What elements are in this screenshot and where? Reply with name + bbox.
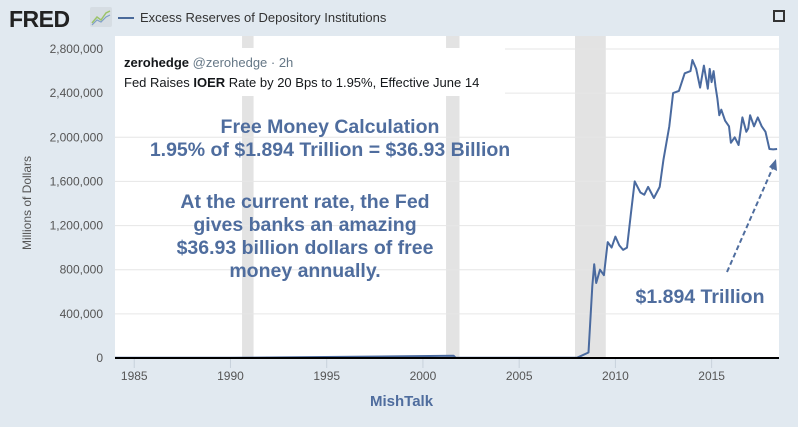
calc-annotation: Free Money Calculation 1.95% of $1.894 T… [120,116,540,162]
tweet-author[interactable]: zerohedge [124,55,190,70]
x-tick-label: 2010 [602,369,629,383]
y-tick-label: 800,000 [60,263,104,277]
series-line [115,59,778,359]
x-tick-label: 2000 [410,369,437,383]
tweet-header: zerohedge @zerohedge · 2h [124,55,293,70]
fred-logo[interactable]: FRED [9,6,70,32]
annotation-arrow-line [726,164,775,273]
tweet-overlay: zerohedge @zerohedge · 2h Fed Raises IOE… [115,48,505,96]
y-tick-label: 400,000 [60,307,104,321]
x-tick-label: 2005 [506,369,533,383]
x-tick-label: 2015 [698,369,725,383]
y-tick-label: 1,600,000 [50,174,104,188]
x-axis-ticks: 1985 1990 1995 2000 2005 2010 2015 [121,358,725,383]
recession-band [242,36,254,358]
series-title: Excess Reserves of Depository Institutio… [140,10,387,25]
y-tick-label: 2,400,000 [50,86,104,100]
credit-label: MishTalk [370,393,434,410]
tweet-body-bold: IOER [193,75,226,90]
chart-header: FRED Excess Reserves of Depository Insti… [0,0,798,36]
explain-line: $36.93 billion dollars of free [176,237,434,259]
explain-line: At the current rate, the Fed [180,191,430,213]
fullscreen-icon[interactable] [773,10,785,22]
calc-formula: 1.95% of $1.894 Trillion = $36.93 Billio… [149,139,511,161]
explain-line: money annually. [229,260,381,282]
tweet-body: Fed Raises IOER Rate by 20 Bps to 1.95%,… [124,75,479,90]
y-axis-ticks: 0 400,000 800,000 1,200,000 1,600,000 2,000,0… [50,42,104,365]
arrow-label: $1.894 Trillion [635,286,765,308]
explain-annotation: At the current rate, the Fed gives banks… [140,191,470,283]
legend-line-swatch [118,17,134,19]
y-tick-label: 1,200,000 [50,219,104,233]
fred-graph-icon [90,7,112,27]
x-tick-label: 1990 [217,369,244,383]
y-tick-label: 2,000,000 [50,130,104,144]
tweet-body-pre: Fed Raises [124,75,194,90]
y-axis-label: Millions of Dollars [20,155,34,251]
x-tick-label: 1985 [121,369,148,383]
recession-band [446,36,460,358]
x-tick-label: 1995 [313,369,340,383]
tweet-body-post: Rate by 20 Bps to 1.95%, Effective June … [225,75,480,90]
y-tick-label: 0 [96,351,103,365]
calc-title: Free Money Calculation [220,116,440,138]
y-tick-label: 2,800,000 [50,42,104,56]
tweet-handle: @zerohedge · 2h [192,55,294,70]
explain-line: gives banks an amazing [193,214,417,236]
annotation-arrow-head [769,159,777,171]
